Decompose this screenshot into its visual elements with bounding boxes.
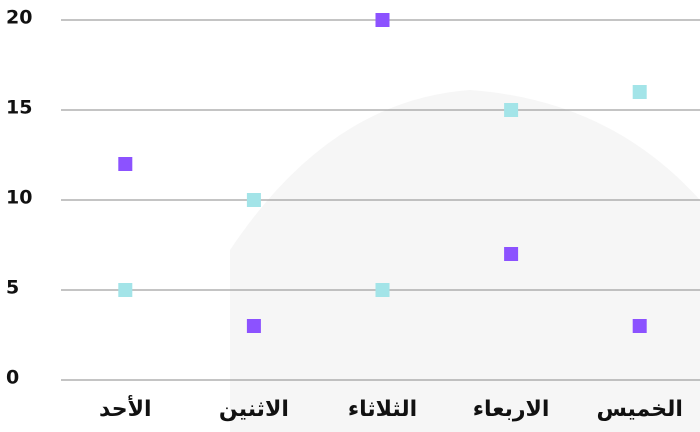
marker <box>504 103 519 117</box>
x-tick-label: الثلاثاء <box>348 397 417 422</box>
y-tick-label: 15 <box>6 97 32 119</box>
x-tick-label: الاربعاء <box>473 397 550 422</box>
y-tick-label: 10 <box>6 187 32 209</box>
x-tick-label: الخميس <box>596 397 683 422</box>
marker <box>246 193 261 207</box>
marker <box>375 283 390 297</box>
marker <box>118 283 133 297</box>
y-tick-label: 5 <box>6 277 19 299</box>
marker <box>632 85 647 99</box>
y-tick-label: 20 <box>6 7 32 29</box>
x-tick-label: الاثنين <box>219 397 289 422</box>
marker <box>375 13 390 27</box>
y-tick-label: 0 <box>6 367 19 389</box>
marker <box>632 319 647 333</box>
marker <box>118 157 133 171</box>
marker <box>504 247 519 261</box>
watermark <box>230 90 700 432</box>
x-tick-label: الأحد <box>99 394 152 422</box>
marker <box>246 319 261 333</box>
